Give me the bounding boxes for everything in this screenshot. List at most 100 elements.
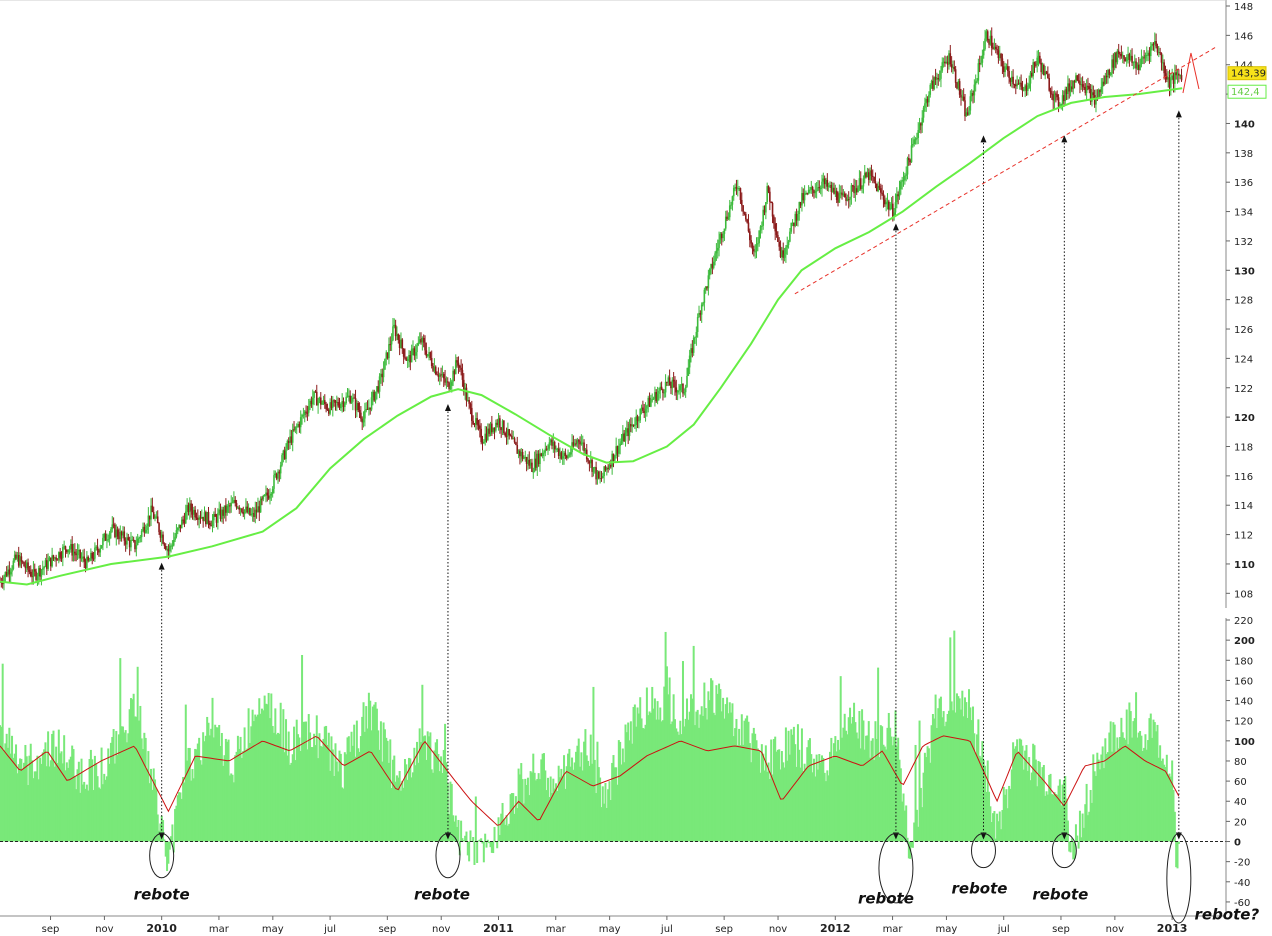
price-candle-body (389, 344, 392, 346)
oscillator-bar (866, 735, 869, 842)
price-candle-body (501, 420, 504, 431)
price-candle-body (774, 223, 777, 232)
price-candle-body (1000, 53, 1002, 59)
oscillator-bar (119, 658, 122, 842)
oscillator-bar (549, 776, 552, 842)
price-candle-body (885, 202, 887, 205)
oscillator-bar (627, 722, 630, 842)
price-candle-body (468, 400, 470, 404)
oscillator-bar (955, 693, 958, 842)
price-candle-body (974, 81, 977, 85)
price-candle-body (646, 405, 648, 409)
price-candle-body (247, 508, 250, 513)
price-candle-body (1020, 82, 1022, 87)
oscillator-bar (311, 747, 314, 842)
price-candle-body (180, 519, 183, 529)
oscillator-bar (847, 717, 850, 842)
oscillator-bar (1058, 779, 1061, 842)
price-candle-body (356, 403, 358, 411)
price-candle-body (858, 178, 861, 187)
oscillator-bar (462, 840, 465, 842)
oscillator-bar (613, 767, 616, 842)
price-candle-body (969, 96, 972, 111)
price-candle-body (937, 77, 940, 80)
price-candle-body (221, 509, 223, 519)
price-candle-body (958, 81, 961, 95)
price-candle-body (146, 526, 148, 530)
price-candle-body (123, 531, 126, 541)
oscillator-bar (464, 835, 467, 842)
price-candle-body (271, 488, 274, 494)
price-candle-body (500, 427, 503, 431)
oscillator-bar (611, 762, 614, 842)
price-candle-body (106, 539, 108, 541)
price-candle-body (11, 568, 13, 572)
oscillator-bar (1177, 841, 1180, 845)
oscillator-bar (524, 778, 527, 842)
price-candle-body (1109, 73, 1112, 75)
price-candle-body (575, 443, 577, 445)
price-candle-body (400, 339, 402, 348)
price-candle-body (70, 543, 72, 549)
price-candle-body (1113, 52, 1116, 68)
price-candle-body (461, 369, 464, 380)
price-candle-body (40, 569, 43, 577)
oscillator-bar (287, 731, 290, 842)
oscillator-bar (681, 661, 684, 842)
price-candle-body (504, 433, 507, 436)
price-candle-body (1135, 61, 1137, 69)
oscillator-bar (1117, 748, 1120, 842)
oscillator-bar (343, 752, 346, 842)
oscillator-bar (871, 738, 874, 842)
oscillator-bar (623, 762, 626, 842)
price-candle-body (45, 560, 48, 569)
oscillator-bar (232, 782, 235, 842)
arrow-head-up (444, 404, 451, 412)
oscillator-bar (973, 733, 976, 842)
oscillator-bar (605, 807, 608, 842)
oscillator-bar (723, 718, 726, 842)
price-candle-body (781, 250, 783, 258)
oscillator-bar (579, 766, 582, 842)
oscillator-bar (827, 775, 830, 842)
price-candle-body (1056, 94, 1059, 98)
oscillator-bar (556, 790, 559, 842)
oscillator-bar (965, 702, 968, 842)
oscillator-bar (978, 755, 981, 842)
price-candle-body (950, 64, 953, 68)
oscillator-bar (974, 752, 977, 842)
oscillator-bar (742, 744, 745, 842)
price-candle-body (354, 397, 357, 411)
price-candle-body (210, 525, 212, 527)
oscillator-bar (512, 793, 515, 842)
price-candle-body (884, 199, 886, 205)
oscillator-bar (988, 791, 991, 842)
price-candle-body (362, 418, 365, 423)
price-candle-body (480, 428, 482, 443)
oscillator-bar (1076, 835, 1079, 842)
price-candle-body (469, 403, 472, 408)
price-candle-body (385, 352, 388, 359)
oscillator-bar (699, 714, 702, 842)
oscillator-bar (1032, 743, 1035, 842)
oscillator-bar (31, 760, 34, 842)
price-candle-body (475, 418, 477, 425)
price-candle-body (611, 453, 613, 467)
oscillator-bar (240, 757, 243, 842)
osc-y-tick-label: 140 (1234, 697, 1253, 708)
price-candle-body (718, 239, 720, 248)
oscillator-bar (619, 741, 622, 842)
price-candle-body (595, 467, 597, 480)
oscillator-bar (56, 762, 59, 842)
price-candle-body (898, 189, 901, 197)
price-candle-body (21, 561, 24, 563)
price-candle-body (151, 505, 154, 513)
price-candle-body (552, 442, 555, 446)
price-candle-body (953, 66, 956, 70)
price-candle-body (299, 417, 302, 428)
oscillator-bar (417, 762, 420, 842)
price-candle-body (632, 424, 635, 426)
oscillator-bar (859, 748, 862, 842)
price-candle-body (444, 378, 446, 383)
price-candle-body (465, 387, 468, 402)
